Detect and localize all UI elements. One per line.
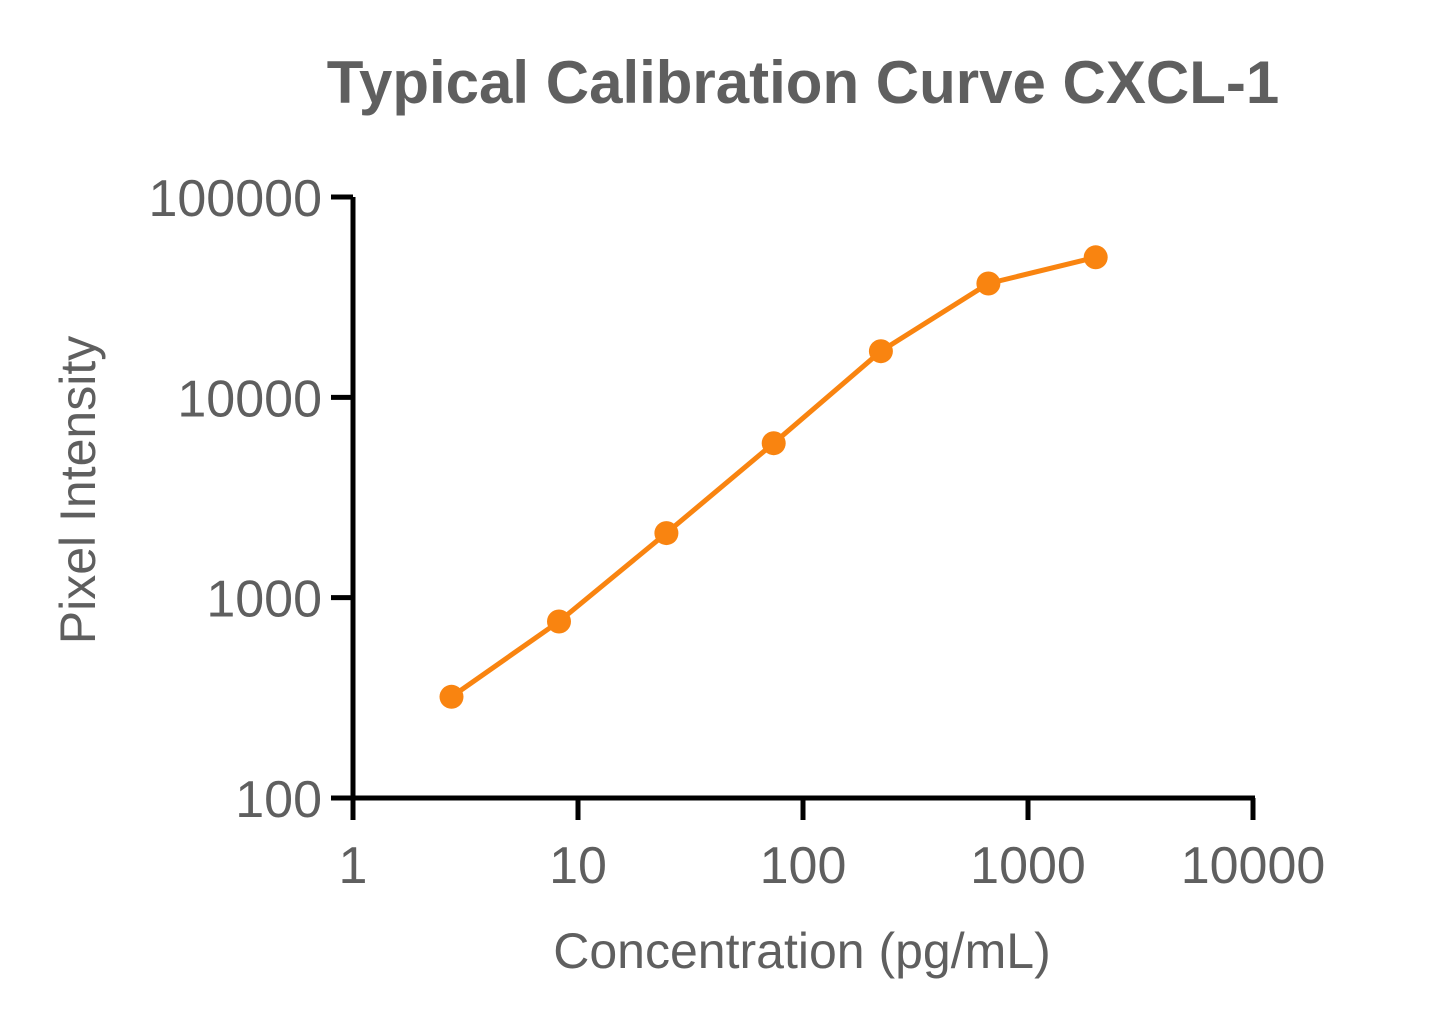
series-layer [439, 245, 1108, 709]
data-point [868, 339, 893, 364]
y-tick-label: 100000 [148, 170, 322, 228]
data-point [761, 431, 786, 456]
x-tick-label: 1 [339, 837, 368, 895]
data-point [439, 684, 464, 709]
data-point [1083, 245, 1108, 270]
y-tick-label: 100 [235, 771, 322, 829]
series-line [450, 254, 1097, 699]
x-tick-label: 1000 [970, 837, 1086, 895]
y-axis-ticks: 100 1000 10000 100000 [148, 170, 353, 829]
data-point [654, 521, 679, 546]
x-tick-label: 100 [760, 837, 847, 895]
data-point [976, 271, 1001, 296]
y-tick-label: 10000 [177, 370, 322, 428]
y-tick-label: 1000 [206, 571, 322, 629]
y-axis-label: Pixel Intensity [50, 336, 106, 644]
data-point [547, 609, 571, 634]
x-axis-label: Concentration (pg/mL) [553, 923, 1050, 979]
chart-title: Typical Calibration Curve CXCL-1 [327, 49, 1279, 116]
x-tick-label: 10000 [1181, 837, 1326, 895]
x-axis-ticks: 1 10 100 1000 10000 [339, 798, 1326, 895]
axes [350, 197, 1255, 801]
x-tick-label: 10 [549, 837, 607, 895]
